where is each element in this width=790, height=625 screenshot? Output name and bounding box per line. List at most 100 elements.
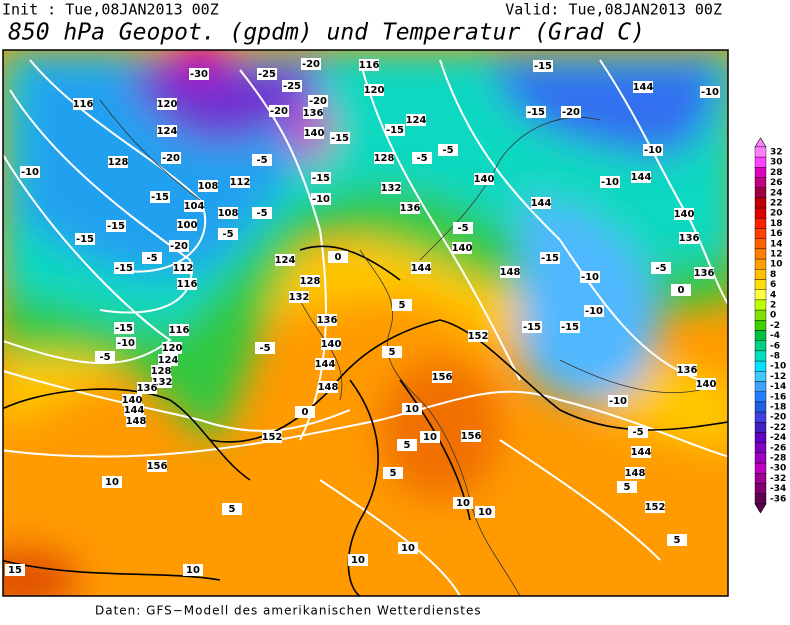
temperature-label-box <box>560 321 580 333</box>
temperature-label-box <box>114 262 134 274</box>
colorbar-label: 24 <box>770 188 783 198</box>
geopotential-label-box <box>122 394 142 406</box>
geopotential-label-box <box>318 381 338 393</box>
geopotential-label: 148 <box>318 382 339 393</box>
data-source: Daten: GFS−Modell des amerikanischen Wet… <box>95 604 482 618</box>
geopotential-label: 148 <box>625 468 646 479</box>
geopotential-label-box <box>677 364 697 376</box>
colorbar-swatch <box>754 238 767 250</box>
geopotential-label-box <box>474 173 494 185</box>
colorbar-label: 8 <box>770 270 776 280</box>
geopotential-label: 132 <box>289 292 310 303</box>
geopotential-label: 144 <box>633 82 654 93</box>
colorbar-label: 32 <box>770 148 783 158</box>
colorbar-label: -4 <box>770 331 780 341</box>
colorbar-label: 18 <box>770 219 783 229</box>
geopotential-label: 144 <box>531 198 552 209</box>
colorbar-label: -34 <box>770 484 786 494</box>
temperature-label: -15 <box>107 221 125 232</box>
temperature-label: 0 <box>678 285 685 296</box>
temperature-label: 10 <box>351 555 365 566</box>
colorbar-label: 2 <box>770 301 776 311</box>
temperature-label: -10 <box>585 306 603 317</box>
geopotential-label: 136 <box>679 233 700 244</box>
geopotential-label-box <box>381 182 401 194</box>
geopotential-label: 128 <box>108 157 129 168</box>
temperature-label-box <box>5 564 25 576</box>
temperature-label: 5 <box>399 300 406 311</box>
geopotential-label: 124 <box>157 126 178 137</box>
colorbar-swatch <box>754 289 767 301</box>
geopotential-label-box <box>289 291 309 303</box>
temperature-label-box <box>584 305 604 317</box>
geopotential-label: 116 <box>359 60 380 71</box>
colorbar-swatch <box>754 360 767 372</box>
geopotential-label-box <box>531 197 551 209</box>
temperature-label: 5 <box>624 482 631 493</box>
temperature-label-box <box>540 252 560 264</box>
temperature-label-box <box>301 58 321 70</box>
geopotential-label: 144 <box>124 405 145 416</box>
colorbar-label: 0 <box>770 311 776 321</box>
colorbar-swatch <box>754 340 767 352</box>
temperature-label: -15 <box>115 263 133 274</box>
geopotential-label: 120 <box>162 343 183 354</box>
colorbar-swatch <box>754 177 767 188</box>
temperature-label-box <box>651 262 671 274</box>
geopotential-label-box <box>124 404 144 416</box>
geopotential-label-box <box>696 378 716 390</box>
geopotential-label-box <box>315 358 335 370</box>
geopotential-label: 140 <box>304 128 325 139</box>
geopotential-label-box <box>406 114 426 126</box>
geopotential-label: 116 <box>73 99 94 110</box>
geopotential-label-box <box>304 127 324 139</box>
geopotential-label: 136 <box>317 315 338 326</box>
colorbar-label: -10 <box>770 362 786 372</box>
colorbar-swatch <box>754 167 767 178</box>
temperature-label: 5 <box>390 468 397 479</box>
geopotential-label-box <box>158 354 178 366</box>
geopotential-label-box <box>300 275 320 287</box>
colorbar-swatch <box>754 269 767 280</box>
geopotential-label: 140 <box>696 379 717 390</box>
geopotential-label: 144 <box>315 359 336 370</box>
temperature-label: -25 <box>258 69 276 80</box>
geopotential-label: 100 <box>177 220 198 231</box>
geopotential-label: 156 <box>147 461 168 472</box>
map-frame <box>2 49 729 597</box>
colorbar-swatch <box>754 156 767 168</box>
geopotential-label: 128 <box>300 276 321 287</box>
colorbar-label: -32 <box>770 474 786 484</box>
geopotential-label: 112 <box>173 263 194 274</box>
temperature-label-box <box>282 80 302 92</box>
temperature-label-box <box>522 321 542 333</box>
temperature-label-box <box>383 467 403 479</box>
temperature-label: -15 <box>76 234 94 245</box>
temperature-label: -10 <box>609 396 627 407</box>
colorbar-label: -6 <box>770 341 780 351</box>
geopotential-label: 128 <box>374 153 395 164</box>
temperature-label: -15 <box>151 192 169 203</box>
geopotential-label-box <box>400 202 420 214</box>
temperature-label: -15 <box>312 173 330 184</box>
geopotential-label-box <box>452 242 472 254</box>
geopotential-label: 120 <box>364 85 385 96</box>
geopotential-label-box <box>631 171 651 183</box>
temperature-label: -15 <box>527 107 545 118</box>
colorbar-swatch <box>754 371 767 382</box>
geopotential-label-box <box>137 382 157 394</box>
geopotential-label: 132 <box>152 377 173 388</box>
colorbar-label: 10 <box>770 260 783 270</box>
colorbar-label: -24 <box>770 433 786 443</box>
geopotential-label-box <box>359 59 379 71</box>
colorbar-swatch <box>754 299 767 311</box>
temperature-label-box <box>169 240 189 252</box>
temperature-label-box <box>328 251 348 263</box>
temperature-label-box <box>643 144 663 156</box>
geopotential-label: 104 <box>184 201 205 212</box>
geopotential-label: 144 <box>411 263 432 274</box>
colorbar-label: -16 <box>770 392 786 402</box>
temperature-label-box <box>392 299 412 311</box>
geopotential-label-box <box>674 208 694 220</box>
geopotential-label-box <box>147 460 167 472</box>
